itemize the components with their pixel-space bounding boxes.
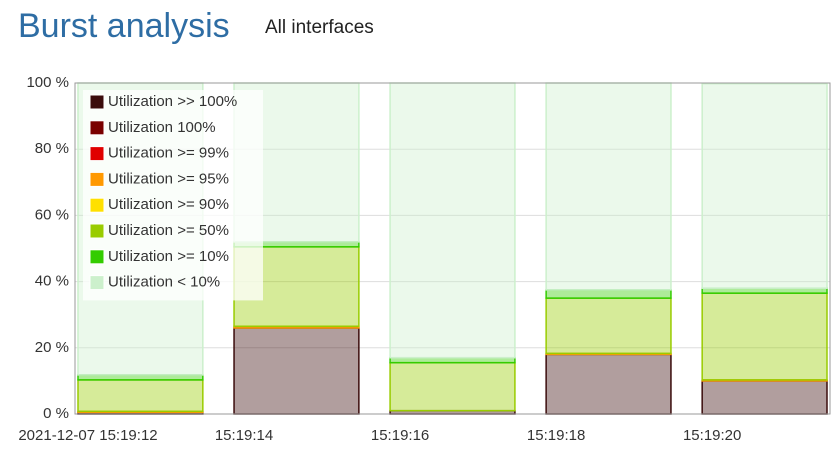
bar-segment [545,353,672,415]
bar-segment [545,297,672,355]
legend-swatch [89,223,105,239]
chart-title: Burst analysis [18,7,230,45]
legend-label: Utilization >= 99% [108,145,229,162]
bar-segment [389,82,516,359]
plot-border [74,82,831,415]
legend-swatch [89,120,105,136]
y-tick-label: 100 % [26,74,69,91]
x-tick-label: 2021-12-07 15:19:12 [18,427,157,444]
x-tick-label: 15:19:16 [371,427,429,444]
chart-subtitle: All interfaces [265,17,374,38]
legend-label: Utilization >= 10% [108,248,229,265]
y-tick-label: 80 % [35,140,69,157]
y-tick-label: 60 % [35,206,69,223]
x-tick-label: 15:19:20 [683,427,741,444]
legend-swatch [89,249,105,265]
legend-label: Utilization >> 100% [108,93,237,110]
legend-swatch [89,275,105,291]
legend-box [83,90,263,301]
legend-label: Utilization 100% [108,119,216,136]
bar-segment [389,361,516,412]
bar-segment [701,380,828,415]
bar-segment [701,82,828,289]
x-tick-label: 15:19:18 [527,427,585,444]
bar-segment [545,82,672,291]
legend-label: Utilization >= 95% [108,170,229,187]
legend: Utilization >> 100% Utilization 100% Utili… [83,90,263,301]
bar-segment [77,379,204,413]
legend-label: Utilization >= 90% [108,196,229,213]
legend-swatch [89,146,105,162]
legend-label: Utilization < 10% [108,274,220,291]
x-tick-label: 15:19:14 [215,427,273,444]
legend-label: Utilization >= 50% [108,222,229,239]
legend-swatch [89,94,105,110]
legend-swatch [89,197,105,213]
y-tick-label: 20 % [35,339,69,356]
bar-segment [233,327,360,415]
y-tick-label: 0 % [43,405,69,422]
bar-segment [701,292,828,381]
y-tick-label: 40 % [35,273,69,290]
bar-segment [545,289,672,299]
legend-swatch [89,171,105,187]
